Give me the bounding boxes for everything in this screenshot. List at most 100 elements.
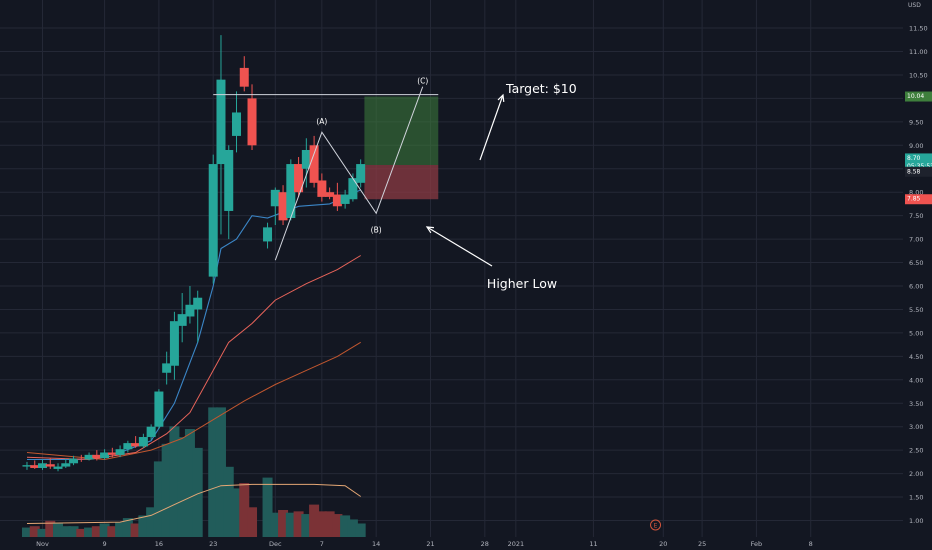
volume-bar xyxy=(122,518,133,537)
volume-bar xyxy=(340,515,351,537)
volume-bar xyxy=(107,526,118,537)
price-tick-label: 6.50 xyxy=(909,259,923,267)
candle-body xyxy=(146,426,156,438)
candle-body xyxy=(162,363,172,373)
event-marker-icon[interactable] xyxy=(650,519,662,531)
time-tick-label: 2021 xyxy=(508,540,525,548)
volume-bar xyxy=(161,443,172,537)
moving-average-long xyxy=(26,341,361,461)
wave-label-b: (B) xyxy=(371,225,382,234)
price-tick-label: 5.50 xyxy=(909,306,923,314)
candle-body xyxy=(309,145,319,183)
higher-low-arrow[interactable] xyxy=(426,226,493,267)
volume-bar xyxy=(332,514,343,537)
volume-bar xyxy=(146,507,157,537)
candle-body xyxy=(332,194,342,207)
volume-bar xyxy=(177,437,188,537)
candle-body xyxy=(138,437,148,447)
time-tick-label: 14 xyxy=(372,540,380,548)
volume-bar xyxy=(84,527,95,537)
candle-body xyxy=(84,454,94,460)
candle-body xyxy=(38,463,47,468)
candle-body xyxy=(22,465,32,467)
candle-body xyxy=(348,178,358,200)
price-tick-label: 7.00 xyxy=(909,236,923,244)
candle-body xyxy=(270,189,280,207)
candle-body xyxy=(232,112,241,136)
candle-body xyxy=(123,443,133,450)
candle-body xyxy=(340,194,350,204)
volume-bar xyxy=(29,526,40,537)
drawings[interactable]: (A) (B) (C) Target: $10 Higher Low E xyxy=(213,77,662,531)
time-tick-label: 9 xyxy=(103,540,107,548)
volume-bar xyxy=(262,477,273,537)
price-tick-label: 3.00 xyxy=(909,423,923,431)
price-tick-label: 7.50 xyxy=(909,212,923,220)
price-tick-label: 9.00 xyxy=(909,142,923,150)
time-tick-label: 25 xyxy=(698,540,706,548)
price-tick-label: 2.50 xyxy=(909,447,923,455)
volume-bar xyxy=(247,507,258,537)
volume-bar xyxy=(239,483,250,537)
target-annotation: Target: $10 xyxy=(505,81,577,96)
volume-bar xyxy=(153,461,164,537)
stop-price-label-text: 7.85 xyxy=(907,196,921,203)
candle-body xyxy=(224,149,234,211)
profit-zone[interactable] xyxy=(364,96,439,165)
wave-label-a: (A) xyxy=(316,117,327,126)
candle-body xyxy=(100,452,110,459)
target-arrow[interactable] xyxy=(479,94,504,161)
price-tick-label: 6.00 xyxy=(909,283,923,291)
volume-bar xyxy=(309,504,320,537)
time-tick-label: Nov xyxy=(36,540,49,548)
candle-body xyxy=(185,304,195,317)
target-price-label-text: 10.04 xyxy=(907,93,924,100)
time-tick-label: 8 xyxy=(809,540,813,548)
event-marker-label: E xyxy=(654,523,658,530)
volume-bar xyxy=(270,512,281,537)
volume-bar xyxy=(21,527,32,537)
higher-low-annotation: Higher Low xyxy=(487,276,557,291)
current-price-label-text: 05:35:53 xyxy=(907,163,932,170)
candle-body xyxy=(325,192,335,197)
loss-zone[interactable] xyxy=(364,164,439,200)
candle-body xyxy=(294,164,304,193)
time-axis[interactable]: Nov 9 16 23 Dec 7 14 21 28 2021 11 20 25 Feb 8 xyxy=(36,540,813,548)
volume-bar xyxy=(169,426,180,537)
candle-body xyxy=(263,227,273,242)
volume-bar xyxy=(208,407,219,537)
volume-bar xyxy=(76,528,87,537)
time-tick-label: Feb xyxy=(751,540,763,548)
volume-bar xyxy=(278,510,289,537)
current-price-label-text: 8.70 xyxy=(907,155,921,162)
candle-body xyxy=(278,192,288,221)
candle-body xyxy=(69,458,79,464)
candle-body xyxy=(239,67,249,87)
candle-body xyxy=(317,180,327,197)
price-tick-label: 3.50 xyxy=(909,400,923,408)
candle-body xyxy=(154,391,164,427)
candle-body xyxy=(301,149,311,169)
volume-bar xyxy=(53,523,64,537)
abc-wave-pattern[interactable] xyxy=(274,86,424,261)
time-tick-label: 23 xyxy=(209,540,217,548)
grid-lines xyxy=(0,0,903,537)
candle-body xyxy=(76,458,86,460)
price-tick-label: 11.50 xyxy=(909,25,928,33)
volume-bar xyxy=(192,447,203,537)
stop-price-label xyxy=(905,194,932,205)
price-tick-label: 5.00 xyxy=(909,329,923,337)
time-tick-label: 11 xyxy=(589,540,597,548)
volume-bar xyxy=(68,526,79,537)
volume-bar xyxy=(285,512,296,537)
candle-body xyxy=(193,297,203,310)
candle-body xyxy=(61,463,71,467)
target-position-box[interactable] xyxy=(364,96,439,200)
volume-bar xyxy=(215,407,226,537)
volume-moving-average xyxy=(26,483,361,524)
higher-low-arrow-head xyxy=(425,226,435,234)
currency-label: USD xyxy=(908,2,921,9)
